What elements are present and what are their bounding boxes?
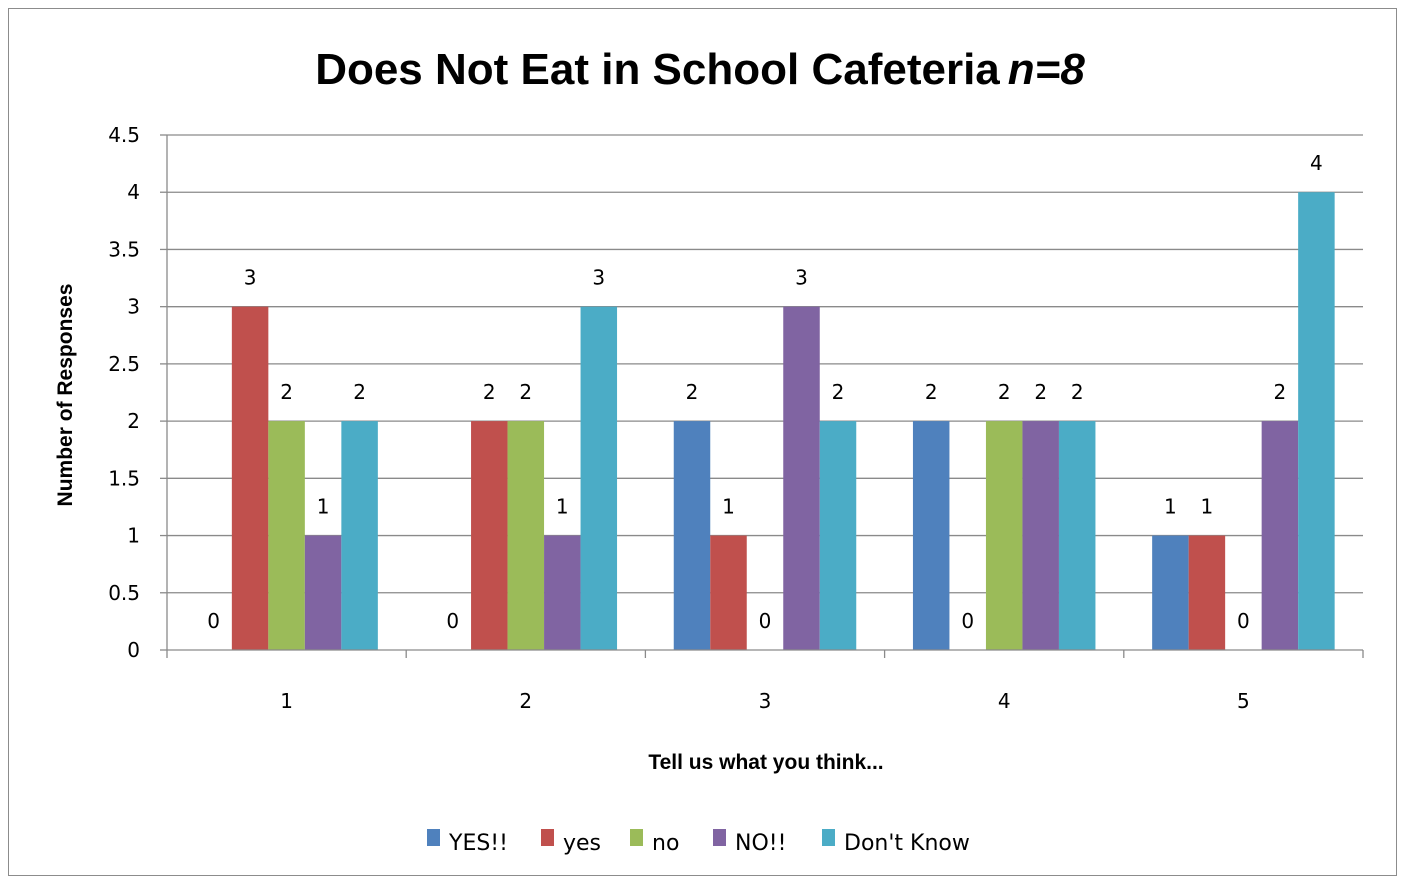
bar [304,535,342,650]
legend-swatch [541,829,554,846]
bars [231,192,1335,650]
y-axis-title: Number of Responses [54,284,77,507]
legend-label: Don't Know [844,831,970,856]
bar [1298,192,1335,650]
legend-label: yes [563,831,601,856]
x-tick-label: 2 [519,689,532,713]
legend-swatch [713,829,726,846]
bar [268,421,305,650]
data-label: 1 [556,495,569,519]
data-label: 2 [686,380,699,404]
data-label: 0 [759,609,772,633]
data-label: 2 [483,380,496,404]
x-tick-label: 4 [998,689,1011,713]
y-tick-label: 0.5 [108,581,140,605]
bar [471,421,508,650]
bar [1058,421,1096,650]
data-label: 2 [280,380,293,404]
data-label: 2 [519,380,532,404]
data-label: 0 [1237,609,1250,633]
chart-title-suffix: n=8 [1008,45,1086,94]
data-label: 1 [1164,495,1177,519]
legend-swatch [630,829,643,846]
chart-title: Does Not Eat in School Cafeteria n=8 [315,45,1085,94]
data-label: 2 [832,380,845,404]
y-tick-label: 1.5 [108,466,140,490]
data-label: 1 [722,495,735,519]
legend-label: NO!! [735,831,786,856]
axes: 0 0.5 1 1.5 2 2.5 3 3.5 4 4.5 1 2 3 4 5 [108,123,1364,713]
legend-label: YES!! [448,831,508,856]
data-label: 2 [925,380,938,404]
x-axis-title: Tell us what you think... [648,751,883,774]
y-tick-label: 4.5 [108,123,140,147]
bar [1152,535,1189,650]
bar [783,306,820,650]
bar [231,306,269,650]
data-label: 1 [317,495,330,519]
data-label: 2 [1071,380,1084,404]
bar [1022,421,1059,650]
bar [673,421,711,650]
x-tick-label: 5 [1237,689,1250,713]
y-tick-label: 2.5 [108,352,140,376]
legend-swatch [427,829,440,846]
data-label: 3 [244,266,257,290]
data-label: 1 [1201,495,1214,519]
x-tick-label: 3 [759,689,772,713]
bar [710,535,747,650]
bar [544,535,581,650]
data-label: 2 [1034,380,1047,404]
bar [341,421,378,650]
data-label: 0 [961,609,974,633]
data-label: 2 [1274,380,1287,404]
y-tick-label: 1 [127,524,140,548]
legend-swatch [822,829,835,846]
data-label: 2 [353,380,366,404]
bar [985,421,1023,650]
x-tick-label: 1 [280,689,293,713]
data-label: 0 [446,609,459,633]
bar [912,421,950,650]
data-label: 4 [1310,151,1323,175]
data-label: 3 [795,266,808,290]
bar [1188,535,1226,650]
legend: YES!! yes no NO!! Don't Know [427,829,970,856]
bar [507,421,545,650]
y-tick-label: 4 [127,180,140,204]
data-label: 2 [998,380,1011,404]
bar [819,421,857,650]
y-tick-label: 2 [127,409,140,433]
data-label: 3 [592,266,605,290]
bar [580,306,618,650]
y-tick-label: 3.5 [108,237,140,261]
y-tick-label: 3 [127,295,140,319]
legend-label: no [652,831,679,856]
y-tick-label: 0 [127,638,140,662]
data-label: 0 [207,609,220,633]
bar [1261,421,1299,650]
